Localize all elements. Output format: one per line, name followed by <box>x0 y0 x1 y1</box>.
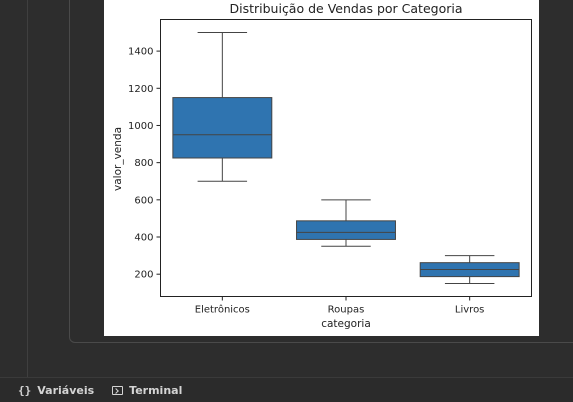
braces-icon: {} <box>18 383 32 397</box>
y-tick-label: 400 <box>134 233 153 244</box>
chart-title: Distribuição de Vendas por Categoria <box>229 1 462 16</box>
box-iqr <box>296 220 396 240</box>
x-tick-label: Roupas <box>328 305 365 316</box>
editor-gutter-divider <box>27 0 28 377</box>
y-tick-label: 200 <box>134 270 153 281</box>
status-bar: {} Variáveis Terminal <box>0 377 573 402</box>
box-iqr <box>172 97 273 159</box>
output-cell-frame <box>69 0 573 343</box>
y-axis-label: valor_venda <box>112 127 124 191</box>
terminal-button[interactable]: Terminal <box>112 384 182 397</box>
variables-label: Variáveis <box>37 383 95 397</box>
plot-area-frame <box>160 19 532 297</box>
x-tick-label: Eletrônicos <box>195 304 250 316</box>
chart-figure: Distribuição de Vendas por Categoria cat… <box>104 0 539 336</box>
x-tick-label: Livros <box>455 305 485 316</box>
x-axis-label: categoria <box>321 318 371 330</box>
y-tick-label: 600 <box>134 195 153 206</box>
y-tick-label: 1000 <box>128 121 153 132</box>
terminal-label: Terminal <box>129 383 183 397</box>
y-tick-label: 800 <box>134 158 153 169</box>
y-tick-label: 1200 <box>128 84 153 95</box>
box-plot-chart: Distribuição de Vendas por Categoria cat… <box>112 1 532 330</box>
y-tick-label: 1400 <box>128 47 153 58</box>
terminal-icon <box>112 385 124 395</box>
variables-button[interactable]: {} Variáveis <box>18 384 94 397</box>
